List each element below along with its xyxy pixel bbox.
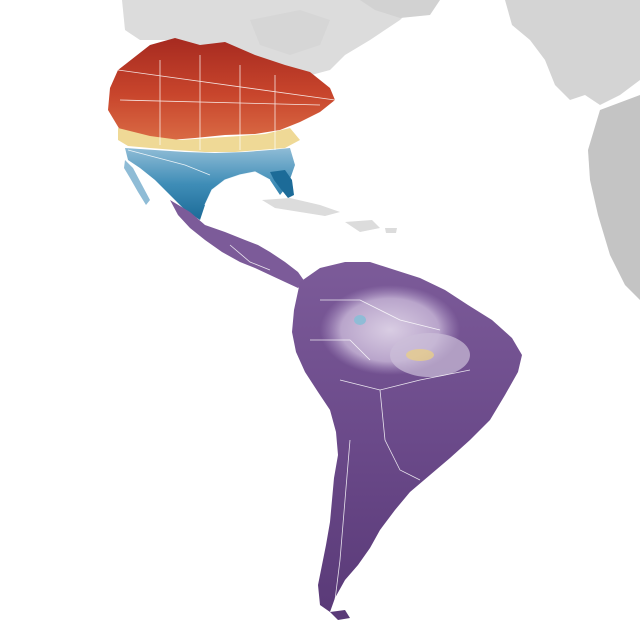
year-round-range bbox=[170, 200, 522, 620]
land-europe bbox=[505, 0, 640, 105]
coast-gulf bbox=[204, 171, 271, 206]
nonbreeding-band bbox=[125, 148, 295, 220]
border-us-canada bbox=[117, 69, 336, 101]
mexico-central-america bbox=[170, 200, 305, 288]
migration-band bbox=[118, 128, 300, 152]
land-hispaniola bbox=[345, 220, 380, 232]
basemap-land bbox=[122, 0, 640, 300]
breeding-band bbox=[108, 38, 335, 140]
border-us-states-5 bbox=[119, 99, 321, 106]
border-ca-1 bbox=[229, 244, 271, 271]
border-us-mexico bbox=[127, 149, 211, 176]
land-hudson-area bbox=[250, 10, 330, 55]
border-sa-4 bbox=[334, 439, 351, 601]
border-sa-1 bbox=[320, 299, 441, 331]
land-africa bbox=[588, 95, 640, 300]
amazon-blue-patch bbox=[354, 315, 366, 325]
brazil-migration-patch bbox=[406, 349, 434, 361]
coastlines bbox=[204, 171, 271, 206]
nonbreeding-range bbox=[124, 148, 295, 220]
breeding-range bbox=[108, 38, 335, 152]
tierra-del-fuego bbox=[330, 610, 350, 620]
land-puerto-rico bbox=[385, 228, 397, 233]
borders bbox=[117, 55, 471, 601]
florida bbox=[270, 170, 294, 198]
border-sa-3 bbox=[379, 389, 421, 481]
border-sa-2 bbox=[339, 369, 471, 391]
land-arctic-islands bbox=[360, 0, 440, 18]
border-sa-5 bbox=[310, 339, 371, 361]
baja-california bbox=[124, 160, 150, 205]
land-cuba bbox=[262, 198, 340, 216]
